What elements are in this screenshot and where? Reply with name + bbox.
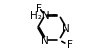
Text: H₂N: H₂N <box>30 11 50 21</box>
Text: N: N <box>41 35 49 45</box>
Text: F: F <box>67 40 73 50</box>
Text: N: N <box>62 23 70 33</box>
Text: F: F <box>36 4 42 13</box>
